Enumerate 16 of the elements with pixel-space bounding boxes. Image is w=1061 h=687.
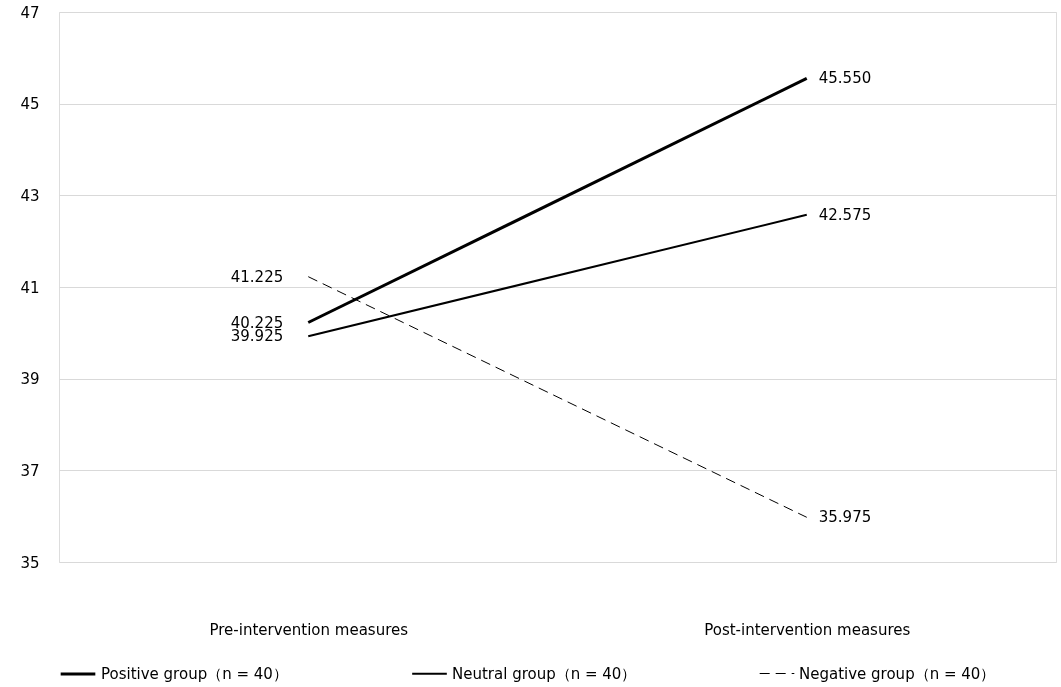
- y-tick-label: 43: [20, 186, 40, 205]
- text: 35.975: [818, 508, 872, 527]
- text: 45.550: [818, 69, 872, 88]
- legend-label: Neutral group（n = 40）: [452, 664, 637, 683]
- y-tick-label: 47: [20, 3, 40, 22]
- text: 41.225: [230, 267, 284, 286]
- y-tick-label: 37: [20, 461, 40, 480]
- y-tick-label: 45: [20, 95, 40, 114]
- y-tick-label: 41: [20, 278, 40, 297]
- x-tick-label: Post-intervention measures: [704, 620, 911, 639]
- x-tick-label: Pre-intervention measures: [209, 620, 409, 639]
- y-tick-label: 39: [20, 370, 40, 389]
- y-tick-label: 35: [20, 553, 40, 572]
- legend-label: Negative group（n = 40）: [799, 664, 996, 683]
- text: 42.575: [818, 205, 872, 224]
- legend-label: Positive group（n = 40）: [101, 665, 288, 683]
